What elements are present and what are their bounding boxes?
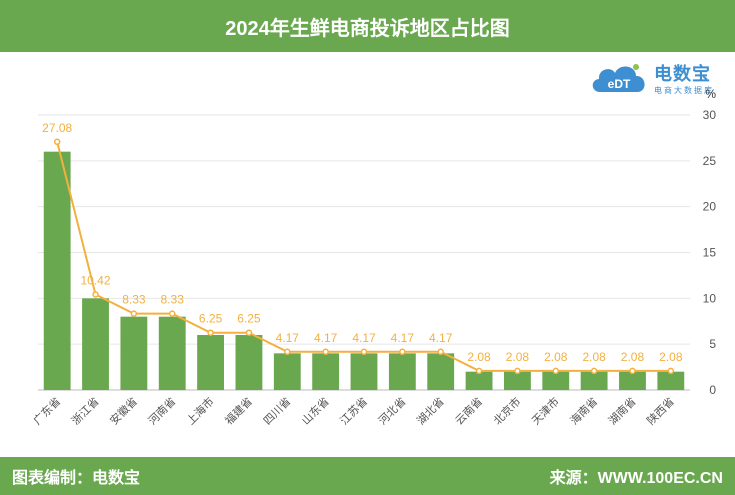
line-point bbox=[475, 367, 483, 375]
bar bbox=[82, 298, 109, 390]
data-label: 2.08 bbox=[582, 350, 606, 364]
x-tick-label: 湖南省 bbox=[606, 395, 639, 428]
bar bbox=[465, 371, 493, 390]
data-label: 4.17 bbox=[352, 331, 376, 345]
data-label: 2.08 bbox=[544, 350, 568, 364]
logo-subtitle: 电商大数据库 bbox=[654, 86, 714, 95]
x-tick-label: 北京市 bbox=[490, 394, 523, 427]
x-tick-label: 云南省 bbox=[453, 395, 486, 428]
line-point bbox=[399, 348, 406, 356]
line-point bbox=[245, 329, 253, 336]
line-point bbox=[360, 348, 368, 356]
bar bbox=[388, 353, 416, 390]
x-tick-label: 湖北省 bbox=[414, 395, 447, 428]
y-tick-label: 5 bbox=[709, 337, 716, 351]
chart-compiler-credit: 图表编制：电数宝 bbox=[12, 470, 141, 487]
chart-area: 0 5 10 15 20 25 30% 27.08 10.42 8.33 8.33 6.25 6.25 4… bbox=[31, 87, 717, 428]
bar bbox=[273, 353, 301, 390]
bar bbox=[312, 353, 340, 390]
bar bbox=[197, 335, 225, 390]
line-point bbox=[437, 348, 444, 356]
line-point bbox=[168, 310, 176, 317]
data-label: 4.17 bbox=[314, 331, 338, 345]
bar bbox=[235, 335, 263, 390]
line-point bbox=[284, 348, 291, 356]
chart-title: 2024年生鲜电商投诉地区占比图 bbox=[225, 17, 510, 40]
bar bbox=[120, 316, 148, 390]
data-label: 4.17 bbox=[276, 331, 300, 345]
line-point bbox=[92, 291, 99, 298]
data-label: 2.08 bbox=[659, 350, 683, 364]
y-tick-label: 10 bbox=[703, 291, 717, 305]
data-label: 6.25 bbox=[237, 312, 261, 326]
data-source-credit: 来源：WWW.100EC.CN bbox=[549, 470, 723, 487]
line-point bbox=[552, 367, 560, 375]
data-label: 27.08 bbox=[42, 121, 72, 135]
data-label: 4.17 bbox=[391, 331, 415, 345]
x-tick-label: 广东省 bbox=[31, 395, 64, 428]
bar bbox=[503, 371, 531, 390]
line-point bbox=[590, 367, 598, 375]
x-tick-label: 上海市 bbox=[183, 394, 216, 427]
bar bbox=[657, 371, 685, 390]
x-tick-label: 福建省 bbox=[222, 394, 255, 427]
y-tick-label: 0 bbox=[709, 383, 716, 397]
logo-mark-text: eDT bbox=[608, 77, 631, 91]
line-point bbox=[207, 329, 214, 336]
footer-banner: 图表编制：电数宝 来源：WWW.100EC.CN bbox=[0, 457, 735, 495]
bar bbox=[350, 353, 378, 390]
data-label: 6.25 bbox=[199, 312, 223, 326]
x-tick-label: 山东省 bbox=[299, 395, 332, 428]
y-tick-label: 25 bbox=[703, 154, 717, 168]
bar bbox=[427, 353, 455, 390]
line-point bbox=[322, 348, 329, 356]
data-label: 2.08 bbox=[621, 350, 645, 364]
x-tick-label: 天津市 bbox=[529, 394, 562, 427]
x-tick-label: 河北省 bbox=[376, 395, 409, 428]
cloud-logo-icon: eDT bbox=[592, 64, 645, 92]
bar bbox=[542, 371, 570, 390]
y-tick-label: 30 bbox=[703, 108, 717, 122]
brand-logo: eDT 电数宝 电商大数据库 bbox=[588, 58, 728, 102]
line-point bbox=[667, 367, 675, 375]
data-label: 4.17 bbox=[429, 331, 453, 345]
x-tick-label: 浙江省 bbox=[69, 395, 102, 428]
y-axis-unit: % bbox=[705, 87, 716, 101]
bar bbox=[158, 316, 186, 390]
line-point bbox=[629, 367, 636, 375]
data-label: 8.33 bbox=[122, 293, 146, 307]
y-tick-label: 15 bbox=[703, 246, 717, 260]
y-tick-label: 20 bbox=[703, 200, 717, 214]
bar bbox=[580, 371, 608, 390]
data-label: 2.08 bbox=[506, 350, 530, 364]
bar bbox=[43, 151, 71, 390]
x-tick-label: 海南省 bbox=[567, 394, 600, 427]
data-label: 10.42 bbox=[81, 273, 111, 287]
data-label: 8.33 bbox=[161, 293, 185, 307]
chart-title-banner: 2024年生鲜电商投诉地区占比图 bbox=[0, 0, 735, 52]
x-tick-label: 江苏省 bbox=[338, 395, 371, 428]
data-label: 2.08 bbox=[467, 350, 491, 364]
x-tick-label: 四川省 bbox=[261, 395, 294, 428]
x-tick-label: 安徽省 bbox=[107, 394, 140, 427]
logo-name: 电数宝 bbox=[654, 64, 711, 84]
line-point bbox=[53, 138, 61, 146]
bar bbox=[619, 371, 646, 390]
line-point bbox=[130, 310, 138, 317]
x-tick-label: 河南省 bbox=[146, 395, 179, 428]
x-tick-label: 陕西省 bbox=[644, 394, 677, 427]
line-point bbox=[514, 367, 521, 375]
